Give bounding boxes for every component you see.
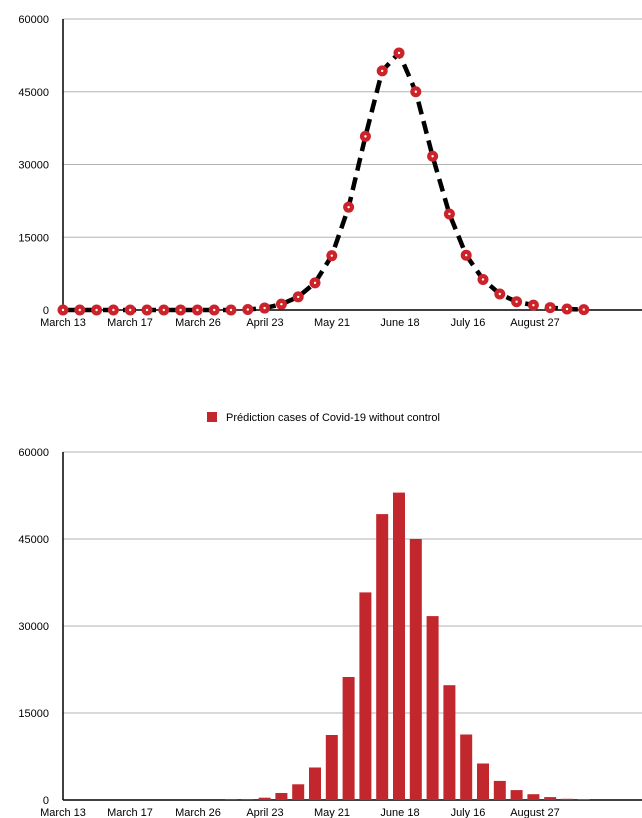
bar [376, 514, 389, 800]
data-point-center [532, 303, 535, 307]
bar [359, 592, 372, 800]
x-tick-label: March 17 [107, 807, 153, 818]
data-point-center [431, 155, 434, 158]
x-tick-label: March 17 [107, 317, 153, 329]
x-tick-label: August 27 [510, 807, 560, 818]
y-tick-label: 60000 [18, 447, 49, 459]
x-tick-label: June 18 [380, 317, 419, 329]
data-point-center [162, 308, 165, 312]
x-tick-label: July 16 [451, 317, 486, 329]
data-point-center [481, 278, 485, 281]
data-point-center [229, 308, 233, 312]
data-point-center [196, 308, 199, 312]
bar [342, 677, 355, 800]
bar [544, 797, 557, 800]
x-tick-label: July 16 [451, 807, 486, 818]
y-tick-label: 45000 [18, 534, 49, 546]
data-point-center [381, 69, 384, 73]
bar [241, 799, 254, 800]
bar [510, 790, 523, 800]
bar [527, 794, 540, 800]
bar [577, 799, 590, 800]
bar [258, 797, 271, 800]
bar [477, 763, 489, 800]
y-tick-label: 30000 [18, 621, 49, 633]
data-point-center [112, 308, 115, 312]
data-point-center [297, 295, 300, 299]
y-tick-label: 0 [43, 305, 49, 317]
x-tick-label: August 27 [510, 317, 560, 329]
y-tick-label: 30000 [18, 160, 49, 172]
bar [393, 492, 405, 800]
x-tick-label: May 21 [314, 317, 350, 329]
data-point-center [582, 308, 585, 311]
data-point-center [414, 90, 417, 93]
y-tick-label: 60000 [18, 14, 49, 26]
bar [460, 734, 473, 800]
x-tick-label: March 26 [175, 807, 221, 818]
x-tick-label: March 26 [175, 317, 221, 329]
line-chart: 0 15000 30000 45000 60000 March 13 March 17 Mar… [18, 14, 642, 329]
data-point-center [330, 254, 333, 257]
bar [275, 793, 288, 800]
data-point-center [280, 302, 283, 306]
data-point-center [179, 308, 182, 312]
bar [493, 780, 506, 800]
x-tick-label: April 23 [246, 317, 283, 329]
data-point-center [448, 212, 451, 216]
data-point-center [397, 51, 401, 55]
bar [309, 767, 321, 800]
bar [292, 784, 305, 800]
x-tick-label: March 13 [40, 317, 86, 329]
data-point-center [565, 307, 569, 311]
data-point-center [129, 308, 132, 312]
data-point-center [78, 308, 82, 312]
x-tick-label: May 21 [314, 807, 350, 818]
bar [325, 735, 338, 800]
bar [561, 798, 573, 800]
y-tick-label: 45000 [18, 87, 49, 99]
data-point-center [347, 205, 350, 209]
data-point-center [213, 308, 216, 312]
data-point-center [549, 306, 552, 309]
data-point-center [498, 292, 501, 296]
bar [426, 616, 439, 800]
x-tick-label: June 18 [380, 807, 419, 818]
x-tick-label: March 13 [40, 807, 86, 818]
data-point-center [465, 253, 468, 257]
bar-chart-legend: Prédiction cases of Covid-19 without con… [207, 412, 440, 424]
data-point-center [313, 281, 317, 285]
x-tick-label: April 23 [246, 807, 283, 818]
data-point-center [145, 308, 149, 312]
data-point-center [263, 306, 266, 310]
data-point-center [95, 308, 98, 312]
y-tick-label: 15000 [18, 708, 49, 720]
y-tick-label: 15000 [18, 232, 49, 244]
data-point-center [246, 308, 249, 311]
bar [443, 685, 456, 800]
data-point-center [364, 135, 367, 138]
legend-label: Prédiction cases of Covid-19 without con… [226, 412, 440, 424]
data-point-center [515, 300, 518, 303]
legend-swatch [207, 412, 217, 422]
data-point-center [61, 308, 65, 312]
bar [409, 539, 422, 800]
bar-chart: 0 15000 30000 45000 60000 March 13 March 17 Mar… [18, 447, 642, 818]
y-tick-label: 0 [43, 795, 49, 807]
